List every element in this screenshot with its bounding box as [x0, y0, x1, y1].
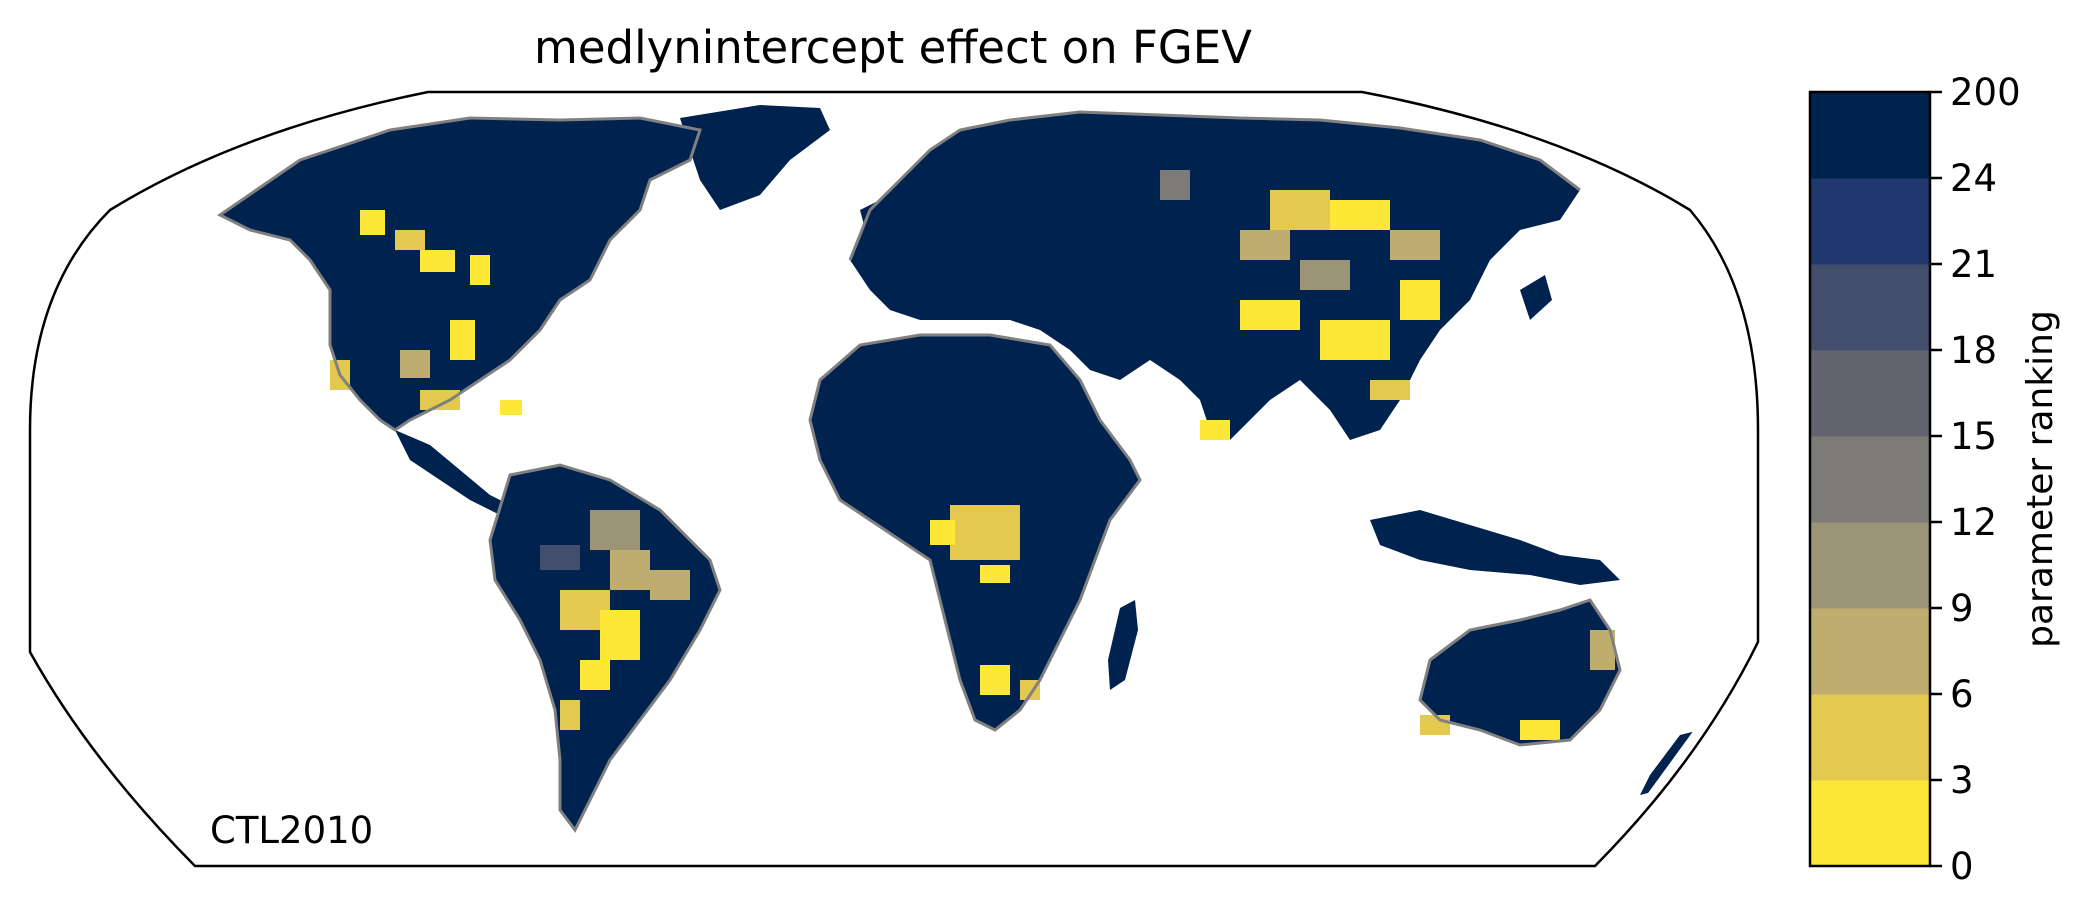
japan	[1520, 275, 1552, 320]
colorbar-bin-5	[1810, 350, 1930, 437]
colorbar-tick-label: 12	[1950, 501, 1997, 544]
coastlines	[217, 110, 1622, 833]
eurasia	[850, 112, 1580, 440]
colorbar-bins	[1810, 92, 1930, 867]
british-isles	[860, 200, 885, 240]
corner-label: CTL2010	[210, 809, 373, 852]
colorbar-bin-3	[1810, 522, 1930, 609]
map-panel: CTL2010	[28, 90, 1760, 868]
colorbar-tick-label: 21	[1950, 243, 1997, 286]
colorbar-tick-label: 3	[1950, 759, 1974, 802]
colorbar-ticks: 0 3 6 9 12 15 18 21 24 200	[1930, 71, 2021, 888]
colorbar-tick-label: 9	[1950, 587, 1974, 630]
colorbar-label: parameter ranking	[2020, 310, 2061, 648]
australia	[1420, 600, 1620, 745]
colorbar-bin-2	[1810, 608, 1930, 695]
colorbar-bin-0	[1810, 780, 1930, 867]
colorbar-bin-1	[1810, 694, 1930, 781]
madagascar	[1108, 600, 1138, 690]
colorbar-bin-8	[1810, 92, 1930, 179]
colorbar-tick-label: 24	[1950, 157, 1997, 200]
colorbar-bin-6	[1810, 264, 1930, 351]
north-america	[220, 118, 700, 430]
colorbar: 0 3 6 9 12 15 18 21 24 200 parameter ranking	[1808, 71, 2061, 888]
colorbar-tick-label: 18	[1950, 329, 1997, 372]
new-zealand	[1640, 730, 1700, 795]
colorbar-tick-label: 0	[1950, 845, 1974, 888]
land-layer	[217, 105, 1700, 833]
colorbar-bin-4	[1810, 436, 1930, 523]
southeast-asia-islands	[1370, 510, 1620, 585]
greenland	[680, 105, 830, 210]
colorbar-bin-7	[1810, 178, 1930, 265]
colorbar-tick-label: 200	[1950, 71, 2021, 114]
colorbar-tick-label: 15	[1950, 415, 1997, 458]
colorbar-frame	[1808, 90, 1932, 868]
central-america	[395, 430, 510, 515]
map-title: medlynintercept effect on FGEV	[534, 21, 1252, 74]
colorbar-tick-label: 6	[1950, 673, 1974, 716]
projection-outline	[28, 90, 1760, 868]
low-rank-patches	[330, 170, 1615, 740]
